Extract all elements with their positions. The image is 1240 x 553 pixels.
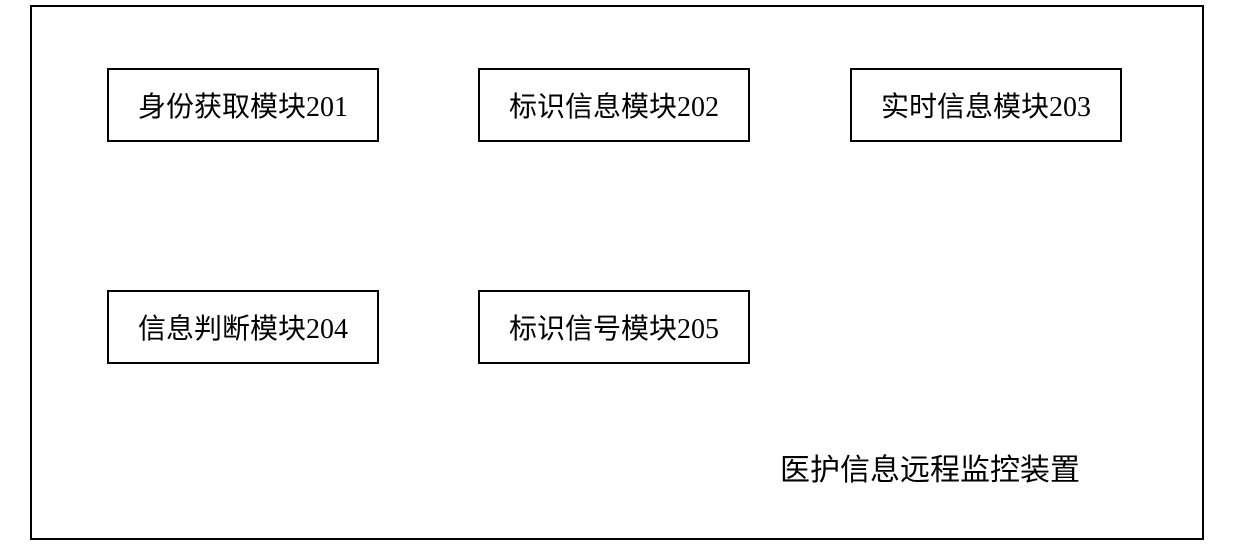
device-label-text: 医护信息远程监控装置 — [780, 454, 1080, 487]
module-204: 信息判断模块204 — [107, 290, 379, 364]
module-203-label: 实时信息模块203 — [881, 85, 1091, 125]
module-201: 身份获取模块201 — [107, 68, 379, 142]
module-202-label: 标识信息模块202 — [509, 85, 719, 125]
module-202: 标识信息模块202 — [478, 68, 750, 142]
module-204-label: 信息判断模块204 — [138, 307, 348, 347]
module-205: 标识信号模块205 — [478, 290, 750, 364]
device-label: 医护信息远程监控装置 — [780, 445, 1080, 489]
module-203: 实时信息模块203 — [850, 68, 1122, 142]
module-205-label: 标识信号模块205 — [509, 307, 719, 347]
module-201-label: 身份获取模块201 — [138, 85, 348, 125]
